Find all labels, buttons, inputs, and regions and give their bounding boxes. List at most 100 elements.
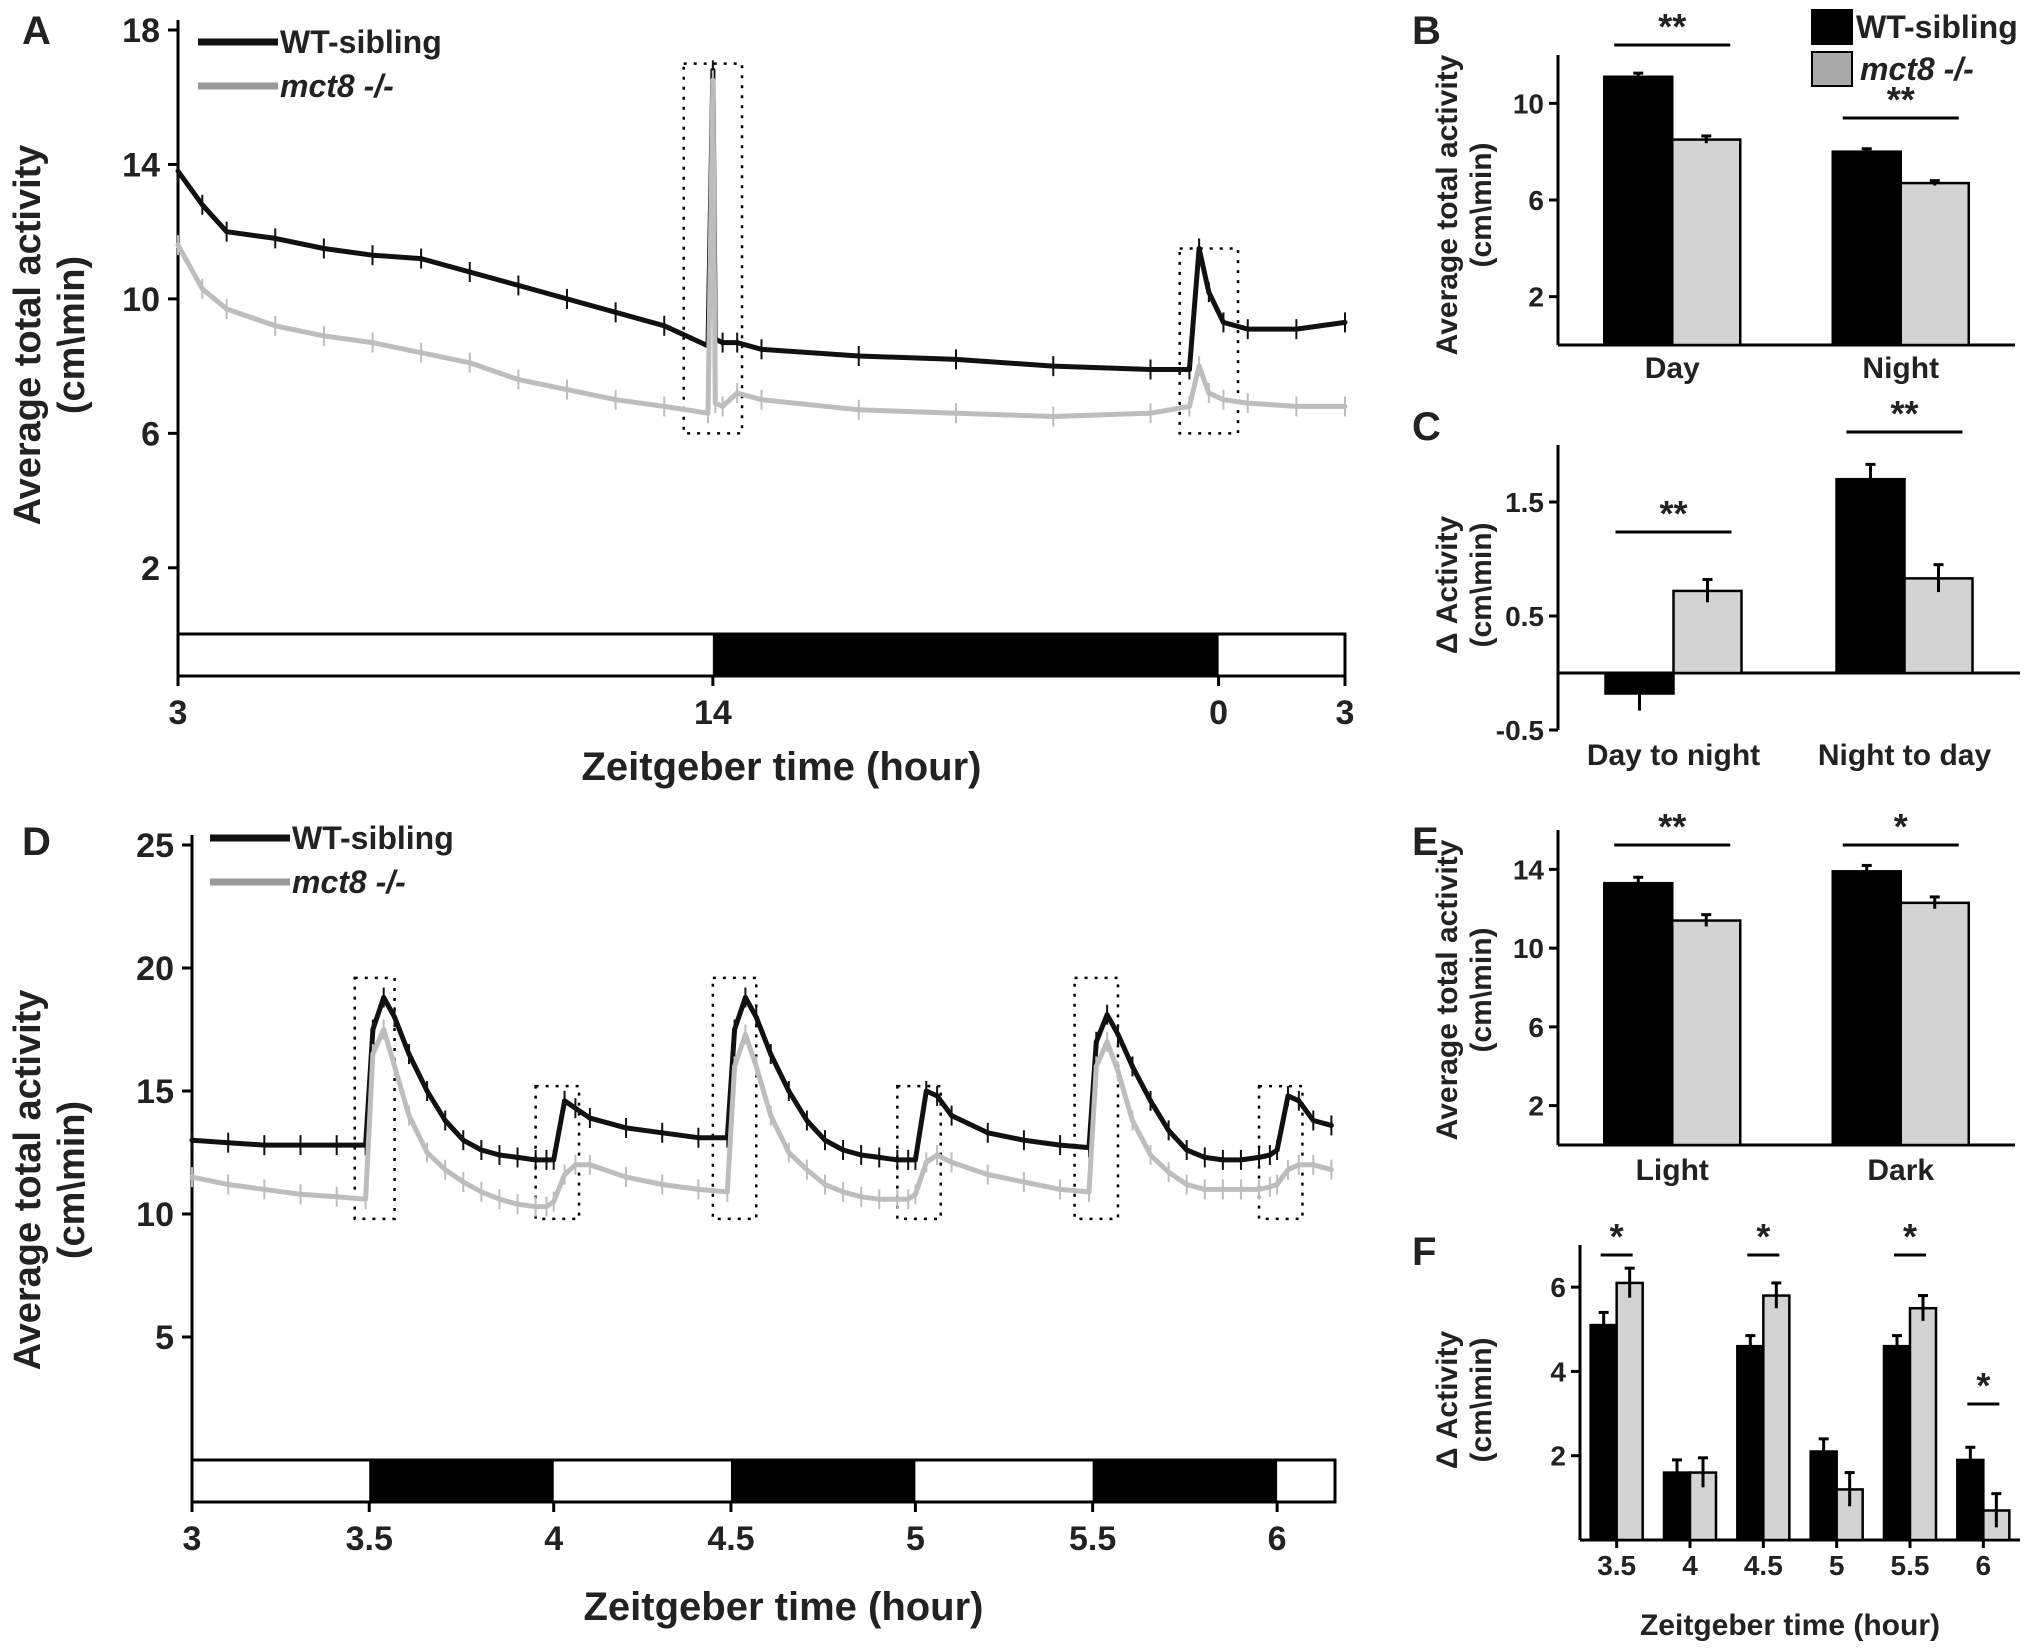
data-point [564,387,570,393]
x-tick-label: 5.5 [1069,1520,1116,1558]
significance-marker: ** [1659,493,1687,534]
data-point [224,229,230,235]
data-point [953,356,959,362]
data-point [695,1186,701,1192]
data-point [562,1172,568,1178]
data-point [840,1147,846,1153]
y-tick-label: 4 [1550,1356,1566,1387]
data-point [856,407,862,413]
x-tick-label: 3.5 [346,1520,393,1558]
data-point [894,1157,900,1163]
y-tick-label: 2 [1528,282,1544,313]
y-axis-label-line: (cm\min) [51,256,93,414]
data-point [786,1150,792,1155]
x-axis-label: Zeitgeber time (hour) [581,745,981,789]
data-point [442,1167,448,1173]
significance-marker: * [1976,1365,1990,1406]
data-point [1148,366,1153,372]
data-point [1186,403,1192,409]
data-point [515,282,521,288]
data-point [225,1181,231,1187]
data-point [876,1196,882,1202]
data-point [623,1125,629,1131]
y-axis-label: Average total activity (cm\min) [1431,839,1498,1140]
data-point [753,1014,759,1020]
data-point [1274,1147,1280,1153]
data-point [1342,403,1348,409]
y-axis-label: Δ Activity (cm\min) [1431,1331,1498,1470]
panel-letter-d: D [22,820,51,864]
data-point [334,1194,340,1200]
data-point [949,1159,955,1165]
data-point [949,1113,955,1119]
y-tick-label: -0.5 [1496,715,1544,746]
legend-label-mct8: mct8 -/- [292,864,406,900]
bar-mct8-0 [1671,138,1742,347]
bar-wt-sibling-1 [1831,870,1902,1147]
data-point [1285,1093,1291,1099]
series-line-mct8 [175,77,1345,419]
y-tick-label: 25 [136,827,174,865]
data-point [1293,403,1299,409]
data-point [1206,289,1212,295]
data-point [705,410,711,416]
data-point [551,1157,557,1163]
data-point [759,346,764,352]
data-point [1245,400,1251,406]
bar-mct8-4 [1908,1306,1938,1542]
data-point [858,1194,864,1200]
highlight-box [1073,976,1120,1221]
data-point [515,1201,521,1207]
legend-label-wt: WT-sibling [1856,9,2018,45]
data-point [533,1157,539,1163]
data-point [261,1186,267,1192]
data-point [613,397,619,403]
data-point [370,340,375,346]
highlight-box [711,976,758,1221]
data-point [934,1152,940,1158]
data-point [1050,363,1056,369]
data-point [189,1174,195,1180]
dark-period [369,1460,554,1502]
data-point [175,168,181,174]
panel-A: 2 6 10 14 18 3 14 0 3 Zeitgeber time (hour) WT-sib… [122,12,1354,789]
bar-wt-sibling-1 [1835,477,1906,675]
data-point [1104,1012,1110,1018]
y-tick-label: 6 [141,415,160,453]
data-point [912,1191,918,1197]
category-label: Dark [1867,1154,1934,1187]
bar-wt-sibling-4 [1882,1344,1912,1542]
bar-wt-sibling-2 [1736,1344,1765,1542]
data-point [822,1181,828,1187]
data-point [1057,1186,1063,1192]
category-label: 5 [1829,1550,1845,1581]
significance-marker: * [1903,1216,1917,1257]
y-tick-label: 6 [1550,1272,1566,1303]
y-tick-label: 20 [136,950,174,988]
data-point [334,1142,340,1148]
data-point [224,306,230,312]
legend: WT-sibling mct8 -/- [210,820,454,900]
y-axis-label-line: Δ Activity [1431,1331,1464,1470]
data-point [1196,363,1202,369]
data-point [418,350,424,356]
x-axis-label: Zeitgeber time (hour) [583,1585,983,1629]
x-tick-label: 6 [1268,1520,1287,1558]
data-point [1256,1186,1262,1192]
data-point [1245,326,1251,332]
highlight-box [1257,1084,1304,1221]
legend-label-wt: WT-sibling [292,820,454,856]
data-point [1267,1152,1273,1158]
data-point [298,1142,304,1148]
data-point [742,995,748,1001]
x-tick-label: 3 [183,1520,202,1558]
data-point [424,1150,430,1155]
data-point [759,397,764,403]
significance-marker: * [1610,1216,1624,1257]
category-label: 3.5 [1597,1550,1636,1581]
data-point [1296,1162,1302,1168]
data-point [272,235,278,241]
bar-wt-sibling-0 [1603,75,1674,347]
data-point [912,1157,918,1163]
x-tick-label: 3 [1336,694,1355,732]
